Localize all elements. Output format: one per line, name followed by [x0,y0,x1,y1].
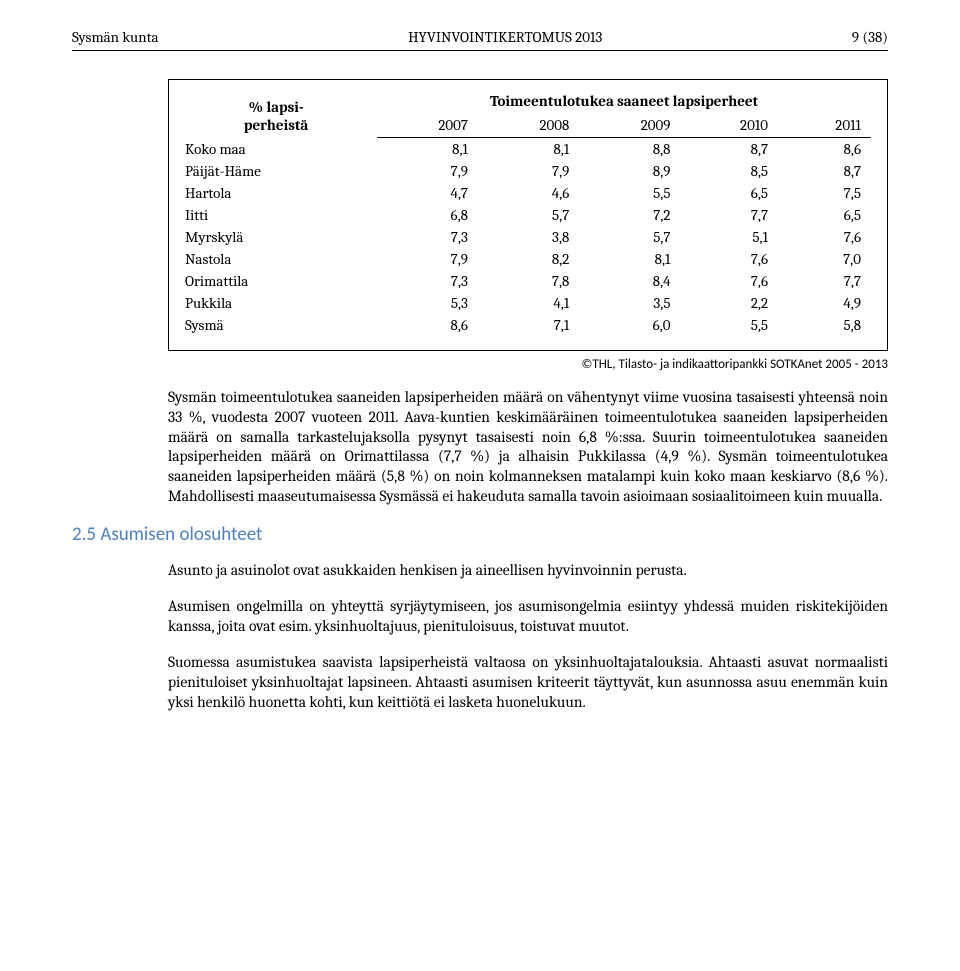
table-row-label: Pukkila [185,292,377,314]
table-cell: 7,6 [680,270,778,292]
table-row-label: Nastola [185,248,377,270]
table-cell: 7,9 [478,160,579,182]
table-row: Nastola7,98,28,17,67,0 [185,248,871,270]
table-row: Hartola4,74,65,56,57,5 [185,182,871,204]
table-cell: 7,5 [778,182,871,204]
table-cell: 4,9 [778,292,871,314]
table-col-2008: 2008 [478,114,579,138]
table-cell: 5,5 [579,182,680,204]
table-cell: 7,6 [778,226,871,248]
table-cell: 6,0 [579,314,680,336]
table-cell: 8,7 [778,160,871,182]
table-cell: 5,7 [579,226,680,248]
data-table: % lapsi- perheistä Toimeentulotukea saan… [185,90,871,336]
header-page-number: 9 (38) [852,28,888,46]
table-col-2010: 2010 [680,114,778,138]
table-cell: 2,2 [680,292,778,314]
table-cell: 8,6 [778,138,871,161]
table-cell: 8,1 [478,138,579,161]
table-row-label: Päijät-Häme [185,160,377,182]
header-title: HYVINVOINTIKERTOMUS 2013 [408,28,602,46]
table-title: Toimeentulotukea saaneet lapsiperheet [377,90,871,114]
table-cell: 8,5 [680,160,778,182]
table-cell: 3,8 [478,226,579,248]
table-cell: 7,6 [680,248,778,270]
table-cell: 7,7 [680,204,778,226]
table-row-label: Hartola [185,182,377,204]
table-cell: 3,5 [579,292,680,314]
table-cell: 7,0 [778,248,871,270]
table-cell: 8,2 [478,248,579,270]
table-cell: 7,1 [478,314,579,336]
table-col-2011: 2011 [778,114,871,138]
table-cell: 6,5 [778,204,871,226]
table-cell: 4,1 [478,292,579,314]
paragraph-1: Sysmän toimeentulotukea saaneiden lapsip… [168,388,888,507]
table-row-header-line1: % lapsi- [249,98,304,116]
table-cell: 7,2 [579,204,680,226]
table-row-label: Myrskylä [185,226,377,248]
table-cell: 7,8 [478,270,579,292]
table-cell: 5,8 [778,314,871,336]
table-row: Sysmä8,67,16,05,55,8 [185,314,871,336]
page: Sysmän kunta HYVINVOINTIKERTOMUS 2013 9 … [0,0,960,971]
table-cell: 8,9 [579,160,680,182]
table-cell: 4,7 [377,182,478,204]
content-block: % lapsi- perheistä Toimeentulotukea saan… [168,79,888,507]
table-row-label: Orimattila [185,270,377,292]
table-row: Iitti6,85,77,27,76,5 [185,204,871,226]
table-cell: 7,3 [377,270,478,292]
table-col-2007: 2007 [377,114,478,138]
table-row: Myrskylä7,33,85,75,17,6 [185,226,871,248]
table-row-label: Sysmä [185,314,377,336]
header-organization: Sysmän kunta [72,28,159,46]
table-cell: 7,9 [377,248,478,270]
paragraph-2: Asunto ja asuinolot ovat asukkaiden henk… [168,561,888,581]
table-cell: 8,1 [579,248,680,270]
table-cell: 7,9 [377,160,478,182]
source-note: ©THL, Tilasto- ja indikaattoripankki SOT… [168,357,888,372]
data-table-container: % lapsi- perheistä Toimeentulotukea saan… [168,79,888,351]
table-cell: 4,6 [478,182,579,204]
table-row: Orimattila7,37,88,47,67,7 [185,270,871,292]
table-cell: 6,8 [377,204,478,226]
table-cell: 8,7 [680,138,778,161]
table-cell: 7,7 [778,270,871,292]
section-content: Asunto ja asuinolot ovat asukkaiden henk… [168,561,888,712]
table-cell: 5,3 [377,292,478,314]
table-row-label: Koko maa [185,138,377,161]
paragraph-4: Suomessa asumistukea saavista lapsiperhe… [168,653,888,712]
table-row: Koko maa8,18,18,88,78,6 [185,138,871,161]
table-cell: 6,5 [680,182,778,204]
table-cell: 8,4 [579,270,680,292]
page-header: Sysmän kunta HYVINVOINTIKERTOMUS 2013 9 … [72,28,888,51]
table-cell: 5,7 [478,204,579,226]
table-row: Päijät-Häme7,97,98,98,58,7 [185,160,871,182]
table-body: Koko maa8,18,18,88,78,6Päijät-Häme7,97,9… [185,138,871,337]
table-cell: 7,3 [377,226,478,248]
table-row-label: Iitti [185,204,377,226]
table-row-header-line2: perheistä [244,116,308,134]
section-heading: 2.5 Asumisen olosuhteet [72,523,888,546]
table-cell: 8,1 [377,138,478,161]
table-row-header: % lapsi- perheistä [185,90,377,138]
table-cell: 5,1 [680,226,778,248]
table-cell: 8,8 [579,138,680,161]
table-cell: 5,5 [680,314,778,336]
table-cell: 8,6 [377,314,478,336]
paragraph-3: Asumisen ongelmilla on yhteyttä syrjäyty… [168,597,888,637]
table-col-2009: 2009 [579,114,680,138]
table-row: Pukkila5,34,13,52,24,9 [185,292,871,314]
